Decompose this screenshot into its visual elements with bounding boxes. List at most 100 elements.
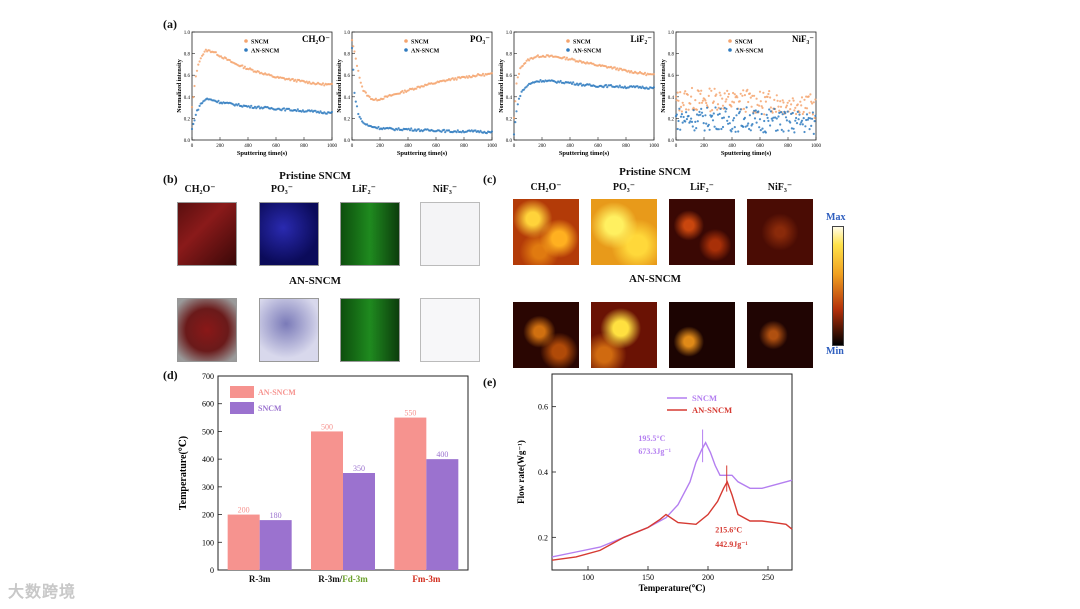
data-point <box>325 112 328 115</box>
data-point <box>809 117 812 120</box>
data-point <box>752 112 755 115</box>
plot-frame <box>513 31 655 141</box>
data-point <box>526 84 529 87</box>
data-point <box>811 117 814 120</box>
data-point <box>674 95 678 98</box>
data-point <box>456 129 459 132</box>
legend-label: SNCM <box>251 40 269 46</box>
data-point <box>357 69 360 72</box>
data-point <box>707 123 710 126</box>
data-point <box>201 102 204 105</box>
data-point <box>755 121 758 124</box>
data-point <box>696 120 699 123</box>
data-point <box>803 130 806 134</box>
data-point <box>716 113 720 116</box>
data-point <box>805 107 809 110</box>
bar-value-label: 400 <box>436 450 448 459</box>
data-point <box>719 94 722 97</box>
ion-title: CH₂O⁻ <box>302 34 330 44</box>
data-point <box>679 105 683 108</box>
legend-marker <box>728 39 732 43</box>
data-point <box>401 89 404 93</box>
x-axis-label: Sputtering time(s) <box>237 150 287 157</box>
data-point <box>192 96 195 99</box>
legend-label: AN-SNCM <box>251 49 280 55</box>
data-point <box>690 86 694 90</box>
data-point <box>782 130 785 133</box>
y-tick-label: 0.8 <box>668 53 675 58</box>
data-point <box>725 98 728 101</box>
legend-swatch <box>230 402 254 414</box>
x-tick-label: 1000 <box>487 144 498 149</box>
colorbar-max-label: Max <box>826 212 846 223</box>
data-point <box>759 129 762 132</box>
data-point <box>284 109 287 112</box>
legend-label: SNCM <box>258 404 282 413</box>
data-point <box>442 128 446 131</box>
y-tick-label: 0.2 <box>344 117 351 122</box>
data-point <box>704 114 707 117</box>
data-point <box>359 117 362 120</box>
data-point <box>609 84 613 87</box>
data-point <box>768 108 771 111</box>
y-tick-label: 0.0 <box>344 139 351 144</box>
data-point <box>800 121 803 124</box>
y-tick-label: 0.8 <box>506 53 513 58</box>
data-point <box>192 122 195 126</box>
cube-an-ch2o <box>177 298 237 362</box>
data-point <box>630 70 633 73</box>
data-point <box>774 116 777 119</box>
data-point <box>193 119 196 122</box>
data-point <box>720 127 723 131</box>
data-point <box>366 123 369 126</box>
data-point <box>713 125 716 128</box>
data-point <box>808 128 811 131</box>
data-point <box>314 109 317 112</box>
x-tick-label: 0 <box>513 144 516 149</box>
data-point <box>559 79 562 83</box>
data-point <box>350 46 354 50</box>
data-point <box>374 97 377 100</box>
data-point <box>726 89 729 92</box>
data-point <box>804 125 807 128</box>
data-point <box>794 119 797 122</box>
data-point <box>680 113 683 116</box>
data-point <box>758 126 761 129</box>
data-point <box>695 127 698 130</box>
data-point <box>525 85 528 88</box>
x-tick-label: 200 <box>538 144 546 149</box>
data-point <box>778 111 781 114</box>
data-point <box>444 131 447 134</box>
data-point <box>753 109 756 112</box>
data-point <box>575 82 579 85</box>
data-point <box>490 72 493 75</box>
b-ion-label: CH₂O⁻ <box>184 184 216 195</box>
data-point <box>699 113 702 116</box>
x-tick-label: 600 <box>432 144 440 149</box>
legend-marker <box>566 39 570 43</box>
data-point <box>717 128 720 131</box>
data-point <box>519 67 522 70</box>
data-point <box>481 72 485 75</box>
data-point <box>785 104 788 107</box>
data-point <box>753 94 756 97</box>
y-tick-label: 0.4 <box>344 96 351 101</box>
b-ion-label: NiF₃⁻ <box>432 184 458 195</box>
data-point <box>771 111 774 114</box>
data-point <box>687 114 690 118</box>
data-point <box>194 113 197 116</box>
data-point <box>784 106 788 109</box>
y-tick-label: 1.0 <box>506 31 513 36</box>
data-point <box>257 105 260 108</box>
data-point <box>797 118 800 121</box>
c-pristine-title: Pristine SNCM <box>619 166 691 178</box>
data-point <box>616 67 619 70</box>
data-point <box>795 116 798 120</box>
data-point <box>758 104 761 107</box>
data-point <box>721 125 725 129</box>
y-tick-label: 0.0 <box>184 139 191 144</box>
data-point <box>677 119 680 123</box>
colorbar-min-label: Min <box>826 346 844 357</box>
data-point <box>514 121 517 124</box>
data-point <box>195 69 199 72</box>
